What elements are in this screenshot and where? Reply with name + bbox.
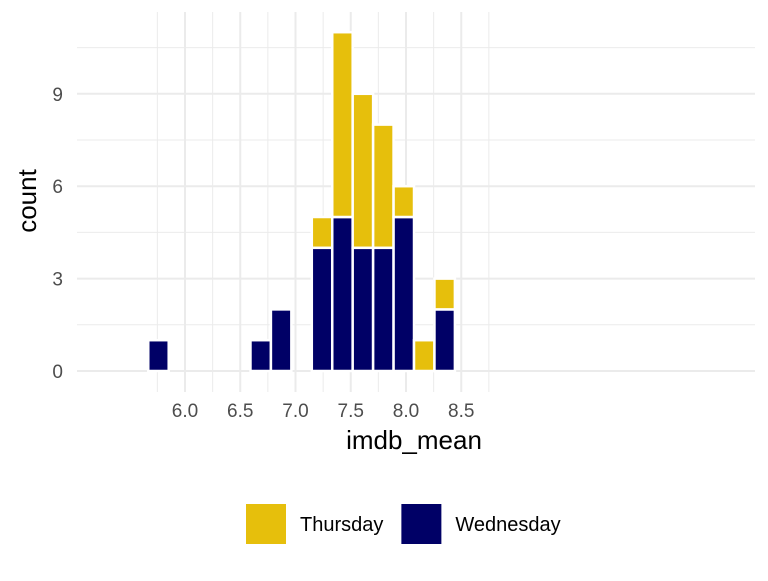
bar-wednesday bbox=[250, 340, 270, 371]
x-tick-label: 6.0 bbox=[172, 401, 198, 422]
x-tick-label: 6.5 bbox=[227, 401, 253, 422]
bar-wednesday bbox=[271, 309, 291, 371]
legend-key-wednesday bbox=[401, 504, 441, 544]
bar-wednesday bbox=[373, 248, 393, 371]
bar-thursday bbox=[332, 32, 352, 217]
y-tick-label: 9 bbox=[52, 85, 63, 106]
bars bbox=[148, 32, 455, 371]
y-axis-title: count bbox=[12, 168, 42, 232]
bar-thursday bbox=[312, 217, 332, 248]
bar-wednesday bbox=[434, 309, 454, 371]
x-axis-title: imdb_mean bbox=[346, 425, 482, 455]
x-tick-label: 8.5 bbox=[448, 401, 474, 422]
bar-wednesday bbox=[312, 248, 332, 371]
bar-wednesday bbox=[148, 340, 168, 371]
y-tick-label: 3 bbox=[52, 270, 63, 291]
legend: Thursday Wednesday bbox=[246, 504, 561, 544]
x-tick-label: 7.5 bbox=[338, 401, 364, 422]
bar-wednesday bbox=[332, 217, 352, 371]
bar-thursday bbox=[394, 186, 414, 217]
y-tick-label: 0 bbox=[52, 362, 63, 383]
y-tick-label: 6 bbox=[52, 177, 63, 198]
legend-label-wednesday: Wednesday bbox=[455, 514, 560, 536]
bar-wednesday bbox=[353, 248, 373, 371]
x-tick-label: 7.0 bbox=[282, 401, 308, 422]
legend-key-thursday bbox=[246, 504, 286, 544]
bar-thursday bbox=[434, 279, 454, 310]
bar-thursday bbox=[414, 340, 434, 371]
bar-wednesday bbox=[394, 217, 414, 371]
x-tick-label: 8.0 bbox=[393, 401, 419, 422]
bar-thursday bbox=[373, 125, 393, 248]
bar-thursday bbox=[353, 94, 373, 248]
grid bbox=[77, 12, 755, 392]
legend-label-thursday: Thursday bbox=[300, 514, 383, 536]
